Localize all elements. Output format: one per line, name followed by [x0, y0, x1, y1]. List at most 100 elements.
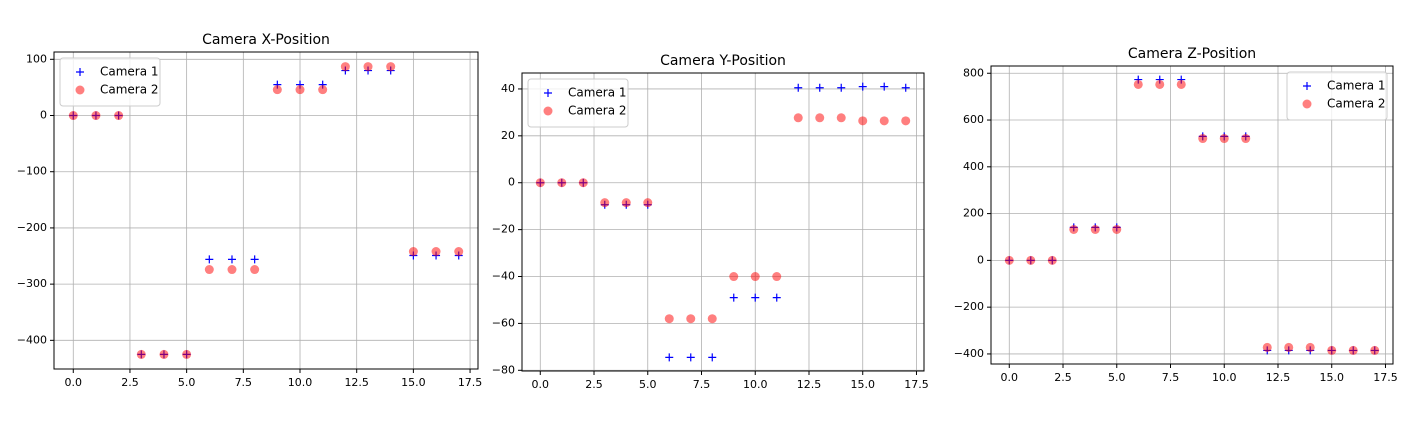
x-tick-label: 17.5: [458, 376, 483, 389]
x-tick-label: 5.0: [1108, 371, 1126, 384]
point-plus: [227, 255, 236, 264]
point-circle: [431, 247, 441, 257]
point-plus: [708, 353, 717, 362]
point-circle: [1219, 134, 1229, 144]
legend-label: Camera 2: [568, 104, 627, 118]
x-tick-label: 10.0: [1212, 371, 1237, 384]
legend-marker: [544, 89, 552, 97]
x-tick-label: 15.0: [1319, 371, 1344, 384]
x-tick-label: 2.5: [121, 376, 139, 389]
chart-title: Camera Y-Position: [660, 53, 786, 69]
point-circle: [318, 85, 328, 95]
legend-box: [527, 78, 629, 128]
x-tick-label: 0.0: [532, 378, 550, 391]
point-circle: [578, 178, 588, 188]
y-tick-label: 20: [501, 129, 515, 142]
y-tick-label: −60: [492, 316, 515, 329]
legend-label: Camera 2: [1327, 97, 1386, 111]
y-tick-label: −200: [954, 300, 984, 313]
point-circle: [68, 111, 78, 121]
point-circle: [182, 349, 192, 359]
point-circle: [204, 265, 214, 275]
legend-marker: [543, 106, 553, 116]
y-tick-label: −400: [17, 333, 47, 346]
point-circle: [1090, 225, 1100, 235]
point-plus: [729, 293, 738, 302]
y-tick-label: 0: [977, 253, 984, 266]
point-circle: [793, 113, 803, 123]
point-circle: [295, 85, 305, 95]
y-tick-label: 400: [963, 160, 984, 173]
x-tick-label: 5.0: [639, 378, 657, 391]
point-circle: [1176, 79, 1186, 89]
point-circle: [227, 265, 237, 275]
point-circle: [600, 198, 610, 208]
point-circle: [386, 62, 396, 72]
x-tick-label: 7.5: [693, 378, 711, 391]
point-circle: [1026, 255, 1036, 265]
legend-label: Camera 1: [568, 86, 627, 100]
point-plus: [205, 255, 214, 264]
x-tick-label: 17.5: [904, 378, 929, 391]
legend-box: [59, 57, 161, 107]
x-tick-label: 15.0: [850, 378, 875, 391]
point-circle: [1262, 342, 1272, 352]
y-tick-label: 200: [963, 207, 984, 220]
point-plus: [815, 83, 824, 92]
y-tick-label: −100: [17, 165, 47, 178]
y-tick-label: 800: [963, 66, 984, 79]
point-circle: [1198, 134, 1208, 144]
point-circle: [1069, 225, 1079, 235]
point-plus: [665, 353, 674, 362]
y-tick-label: 0: [40, 109, 47, 122]
x-tick-label: 5.0: [178, 376, 196, 389]
legend-marker: [76, 68, 84, 76]
y-tick-label: −20: [492, 223, 515, 236]
x-tick-label: 2.5: [1054, 371, 1072, 384]
y-tick-label: −200: [17, 221, 47, 234]
chart-title: Camera Z-Position: [1128, 46, 1256, 62]
legend-marker: [1303, 82, 1311, 90]
x-tick-label: 0.0: [65, 376, 83, 389]
point-circle: [772, 272, 782, 282]
y-tick-label: 600: [963, 113, 984, 126]
chart-title: Camera X-Position: [202, 32, 330, 48]
point-circle: [272, 85, 282, 95]
point-plus: [901, 83, 910, 92]
x-tick-label: 17.5: [1373, 371, 1398, 384]
x-tick-label: 12.5: [344, 376, 369, 389]
point-circle: [858, 116, 868, 126]
point-plus: [858, 82, 867, 91]
y-tick-label: −400: [954, 347, 984, 360]
point-circle: [114, 111, 124, 121]
point-circle: [1004, 255, 1014, 265]
point-circle: [136, 349, 146, 359]
point-plus: [751, 293, 760, 302]
legend-label: Camera 1: [100, 65, 159, 79]
point-circle: [901, 116, 911, 126]
plot-frame: [53, 51, 479, 370]
point-circle: [363, 62, 373, 72]
point-circle: [836, 113, 846, 123]
point-circle: [1047, 255, 1057, 265]
point-circle: [621, 198, 631, 208]
point-plus: [772, 293, 781, 302]
point-circle: [91, 111, 101, 121]
point-circle: [535, 178, 545, 188]
legend-label: Camera 1: [1327, 79, 1386, 93]
point-plus: [686, 353, 695, 362]
point-plus: [794, 83, 803, 92]
y-tick-label: 100: [26, 52, 47, 65]
legend-marker: [75, 85, 85, 95]
point-plus: [250, 255, 259, 264]
point-circle: [1155, 79, 1165, 89]
point-circle: [250, 265, 260, 275]
point-circle: [340, 62, 350, 72]
point-circle: [879, 116, 889, 126]
x-tick-label: 10.0: [288, 376, 313, 389]
point-circle: [557, 178, 567, 188]
point-circle: [729, 272, 739, 282]
x-tick-label: 10.0: [743, 378, 768, 391]
y-tick-label: −80: [492, 363, 515, 376]
